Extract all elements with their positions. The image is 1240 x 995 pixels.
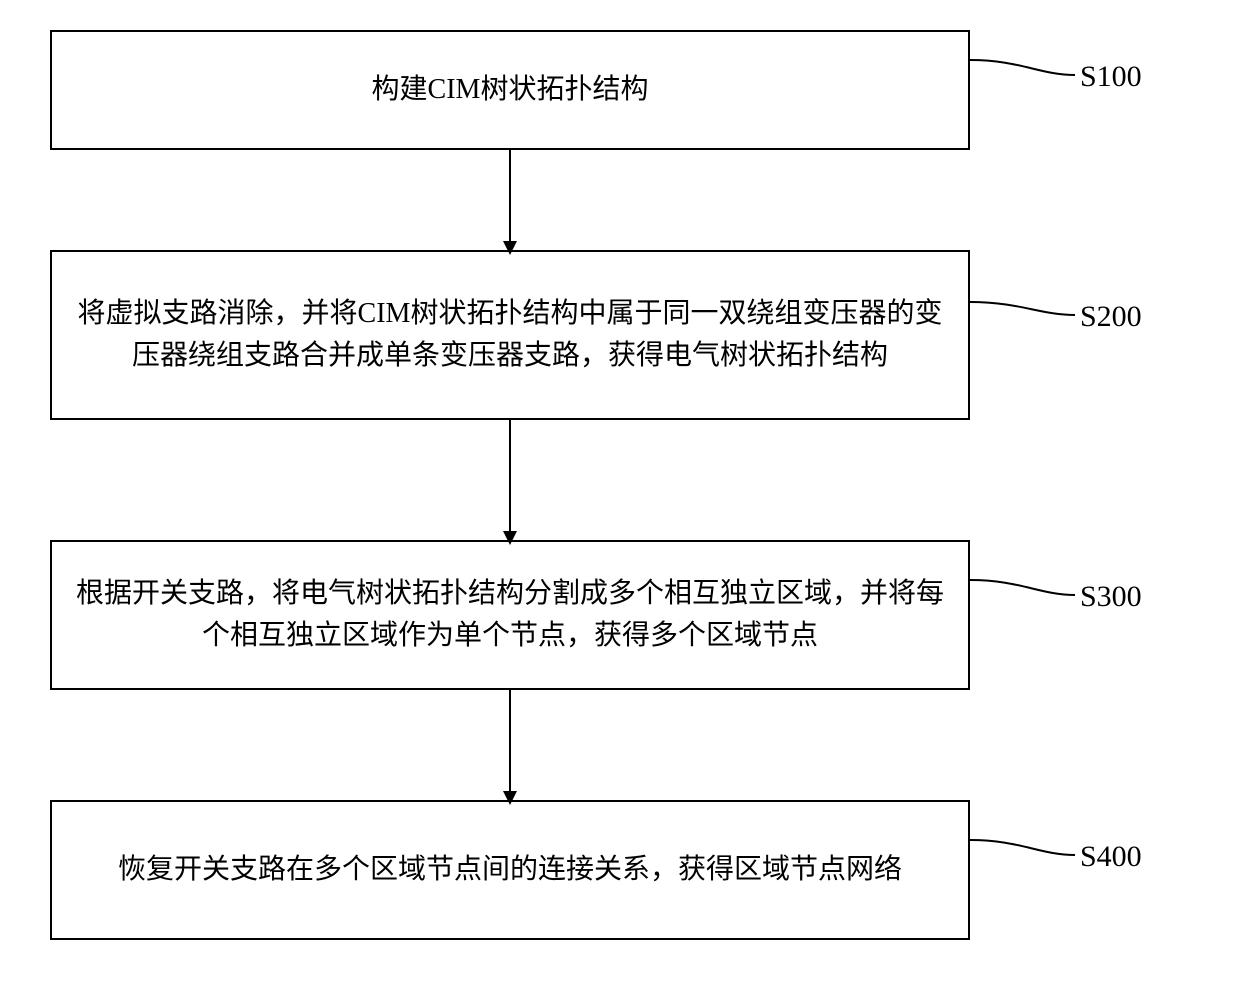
label-text: S400 [1080,840,1142,873]
leader-s100 [970,60,1075,75]
flowchart-step-label-s200: S200 [1080,300,1142,334]
flowchart-step-text: 根据开关支路，将电气树状拓扑结构分割成多个相互独立区域，并将每个相互独立区域作为… [72,573,948,657]
flowchart-step-text: 构建CIM树状拓扑结构 [372,69,649,111]
leader-s300 [970,580,1075,595]
leader-s400 [970,840,1075,855]
flowchart-step-label-s300: S300 [1080,580,1142,614]
flowchart-step-label-s100: S100 [1080,60,1142,94]
flowchart-step-text: 将虚拟支路消除，并将CIM树状拓扑结构中属于同一双绕组变压器的变压器绕组支路合并… [72,293,948,377]
label-text: S300 [1080,580,1142,613]
flowchart-canvas: 构建CIM树状拓扑结构 S100 将虚拟支路消除，并将CIM树状拓扑结构中属于同… [0,0,1240,995]
flowchart-step-s200: 将虚拟支路消除，并将CIM树状拓扑结构中属于同一双绕组变压器的变压器绕组支路合并… [50,250,970,420]
flowchart-step-s100: 构建CIM树状拓扑结构 [50,30,970,150]
label-text: S200 [1080,300,1142,333]
flowchart-step-text: 恢复开关支路在多个区域节点间的连接关系，获得区域节点网络 [118,849,902,891]
flowchart-step-s300: 根据开关支路，将电气树状拓扑结构分割成多个相互独立区域，并将每个相互独立区域作为… [50,540,970,690]
flowchart-step-label-s400: S400 [1080,840,1142,874]
leader-s200 [970,302,1075,315]
label-text: S100 [1080,60,1142,93]
flowchart-step-s400: 恢复开关支路在多个区域节点间的连接关系，获得区域节点网络 [50,800,970,940]
